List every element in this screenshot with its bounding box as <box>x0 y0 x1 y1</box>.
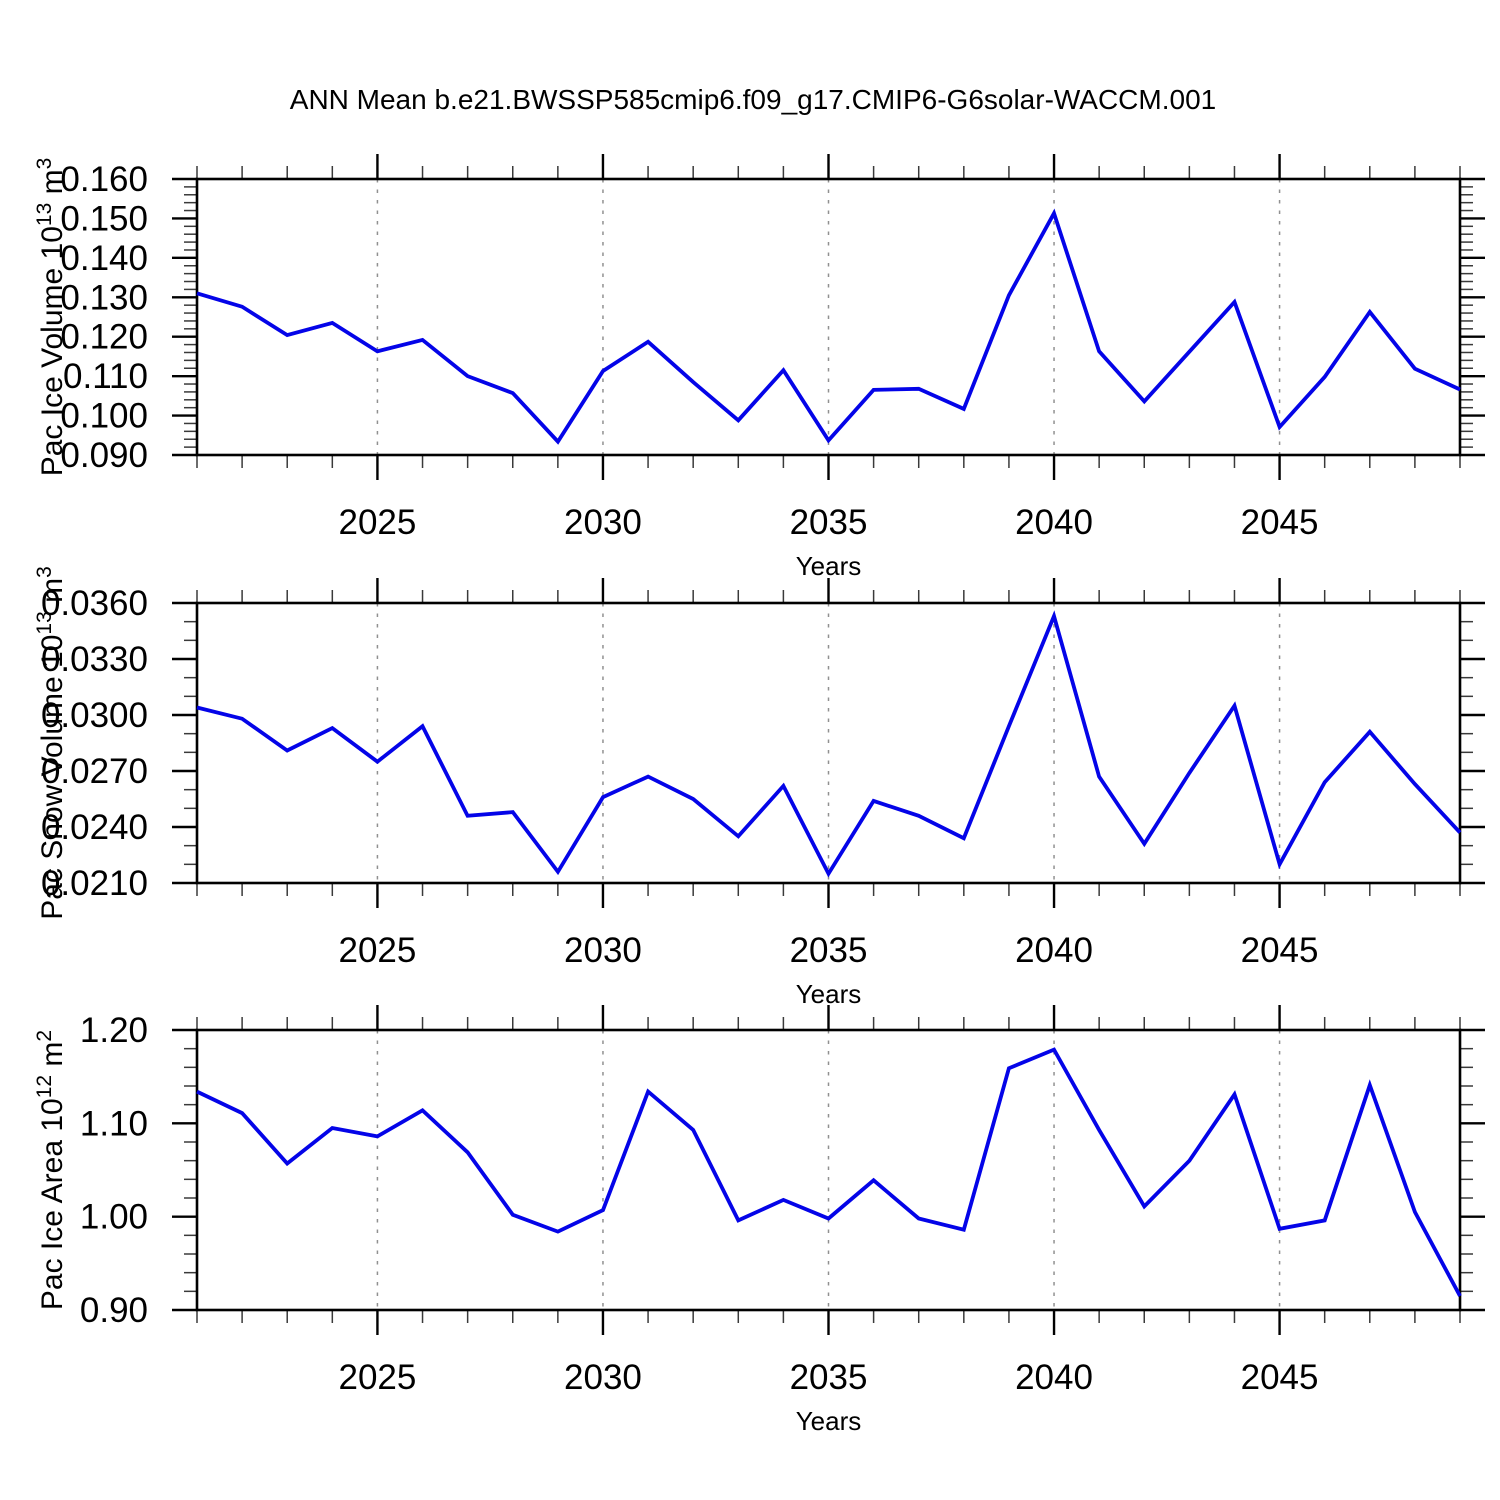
y-tick-label: 0.0300 <box>41 696 148 735</box>
y-tick-label: 0.100 <box>60 397 148 436</box>
y-tick-label: 1.20 <box>80 1011 148 1050</box>
x-tick-label: 2025 <box>338 503 416 542</box>
x-tick-label: 2035 <box>790 1358 868 1397</box>
x-tick-label: 2035 <box>790 503 868 542</box>
x-tick-label: 2040 <box>1015 503 1093 542</box>
x-axis-title: Years <box>796 1406 862 1436</box>
chart-2: 2025 2030 2035 2040 2045 0.0360 0.0330 0.0300 0.… <box>33 566 1485 1009</box>
y-tick-label: 1.10 <box>80 1104 148 1143</box>
y-tick-label: 0.90 <box>80 1291 148 1330</box>
x-axis-title: Years <box>796 979 862 1009</box>
y-axis-title: Pac Snow Volume 1013 m3 <box>33 566 69 920</box>
data-line <box>196 610 1462 878</box>
y-tick-label: 0.160 <box>60 160 148 199</box>
x-tick-label: 2045 <box>1241 931 1319 970</box>
y-tick-label: 0.0330 <box>41 640 148 679</box>
y-tick-label: 0.090 <box>60 436 148 475</box>
y-tick-label: 0.130 <box>60 278 148 317</box>
y-axis-title: Pac Ice Area 1012 m2 <box>33 1030 69 1310</box>
figure-title: ANN Mean b.e21.BWSSP585cmip6.f09_g17.CMI… <box>289 84 1217 115</box>
y-tick-label: 0.140 <box>60 239 148 278</box>
x-tick-label: 2030 <box>564 1358 642 1397</box>
x-tick-label: 2030 <box>564 931 642 970</box>
plot-border <box>195 1028 1462 1312</box>
x-tick-label: 2025 <box>338 1358 416 1397</box>
data-line <box>196 1047 1462 1297</box>
y-tick-label: 0.0240 <box>41 808 148 847</box>
plot-border <box>195 601 1462 885</box>
chart-3: 2025 2030 2035 2040 2045 1.20 1.10 1.00 0.90 Year… <box>33 1005 1485 1436</box>
y-tick-label: 0.120 <box>60 318 148 357</box>
x-tick-label: 2045 <box>1241 503 1319 542</box>
x-axis-title: Years <box>796 551 862 581</box>
x-tick-label: 2025 <box>338 931 416 970</box>
x-tick-label: 2040 <box>1015 1358 1093 1397</box>
y-tick-label: 0.150 <box>60 199 148 238</box>
y-tick-label: 0.0270 <box>41 752 148 791</box>
y-axis-title: Pac Ice Volume 1013 m3 <box>33 158 69 477</box>
y-tick-label: 0.0360 <box>41 584 148 623</box>
x-tick-label: 2045 <box>1241 1358 1319 1397</box>
x-tick-label: 2030 <box>564 503 642 542</box>
plot-border <box>195 177 1462 457</box>
x-tick-label: 2035 <box>790 931 868 970</box>
y-tick-label: 1.00 <box>80 1198 148 1237</box>
data-line <box>196 208 1461 445</box>
chart-1: 2025 2030 2035 2040 2045 0.1600.1500.1400.130… <box>33 154 1485 581</box>
y-tick-label: 0.110 <box>63 357 148 396</box>
y-tick-label: 0.0210 <box>41 864 148 903</box>
x-tick-label: 2040 <box>1015 931 1093 970</box>
